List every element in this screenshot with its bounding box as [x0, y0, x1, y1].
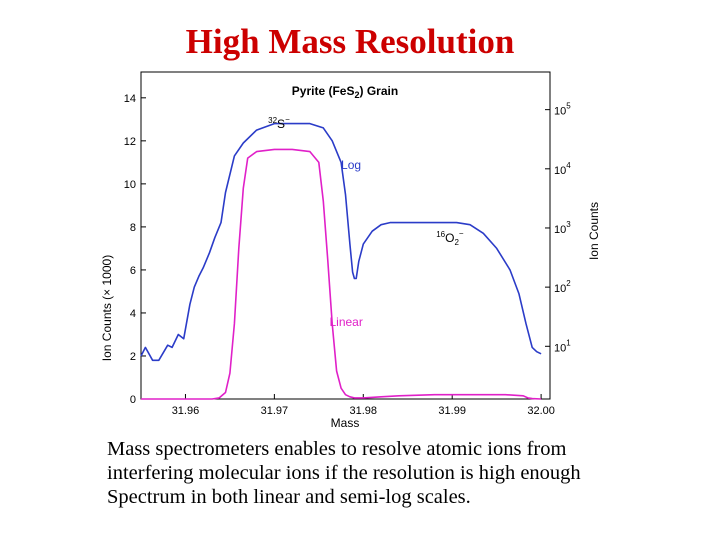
caption-line-3: Spectrum in both linear and semi-log sca… — [107, 486, 471, 508]
y-tick-label: 14 — [124, 93, 136, 105]
x-tick-label: 31.98 — [350, 405, 378, 417]
series-log-line — [140, 122, 542, 362]
y-right-tick-label: 102 — [554, 279, 571, 295]
y-right-tick-label: 104 — [554, 161, 571, 177]
y-axis-label: Ion Counts (× 1000) — [100, 255, 114, 361]
x-tick-label: 31.96 — [172, 405, 200, 417]
y-right-tick-label: 101 — [554, 338, 571, 354]
chart-title: Pyrite (FeS2) Grain — [292, 84, 398, 100]
y-tick-label: 6 — [130, 265, 136, 277]
caption: Mass spectrometers enables to resolve at… — [107, 437, 707, 509]
y-tick-label: 4 — [130, 308, 136, 320]
series-linear-line — [141, 148, 542, 400]
caption-line-1: Mass spectrometers enables to resolve at… — [107, 438, 567, 460]
y-tick-label: 2 — [130, 351, 136, 363]
slide-title: High Mass Resolution — [185, 22, 515, 61]
annotation-linear: Linear — [329, 315, 362, 329]
y-axis-label-right: Ion Counts — [587, 202, 601, 260]
x-tick-label: 32.00 — [527, 405, 555, 417]
annotation-s32: 32S− — [268, 115, 290, 131]
y-right-tick-label: 103 — [554, 220, 571, 236]
annotation-o16: 16O2− — [436, 229, 464, 247]
y-tick-label: 10 — [124, 179, 136, 191]
x-axis-label: Mass — [331, 416, 360, 430]
annotation-log: Log — [341, 158, 361, 172]
spectrum-chart: 31.96 31.97 31.98 31.99 32.00 0 2 4 6 8 10 12 14 101 1… — [100, 71, 601, 430]
x-tick-label: 31.97 — [261, 405, 289, 417]
y-tick-label: 0 — [130, 394, 136, 406]
y-tick-label: 12 — [124, 136, 136, 148]
caption-line-2: interfering molecular ions if the resolu… — [107, 462, 581, 484]
y-right-tick-label: 105 — [554, 102, 571, 118]
y-tick-label: 8 — [130, 222, 136, 234]
x-tick-label: 31.99 — [438, 405, 466, 417]
plot-frame — [140, 71, 551, 400]
